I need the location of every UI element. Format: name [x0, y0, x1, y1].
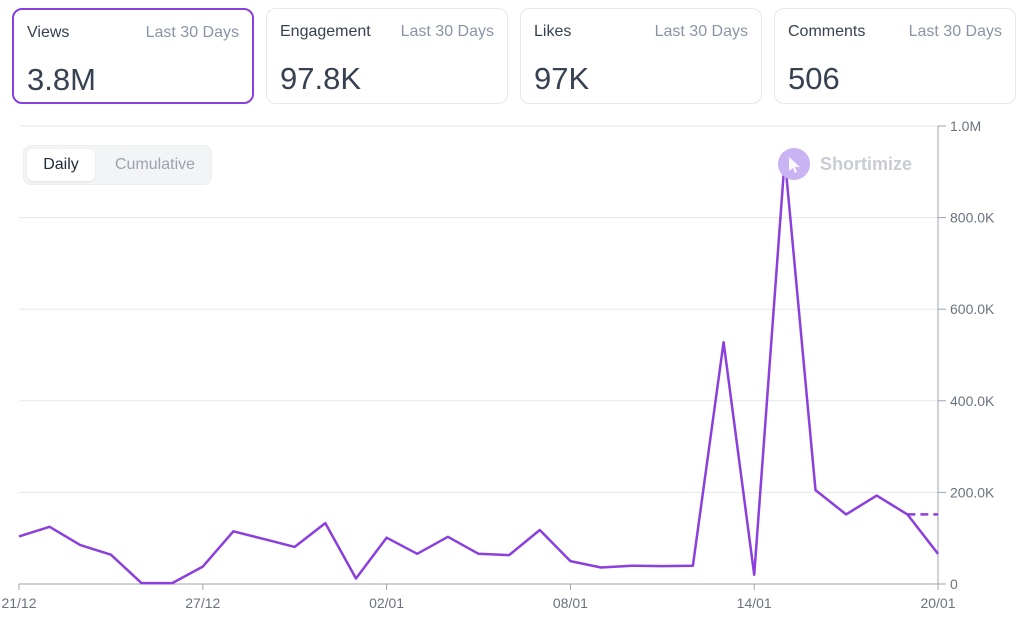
metric-period: Last 30 Days [908, 23, 1002, 40]
y-tick-label: 800.0K [950, 210, 995, 226]
y-tick-label: 200.0K [950, 484, 995, 500]
shortimize-logo-icon [778, 148, 810, 180]
x-tick-label: 21/12 [1, 595, 36, 611]
x-tick-label: 14/01 [737, 595, 772, 611]
metric-card-comments[interactable]: Comments Last 30 Days 506 [774, 8, 1016, 104]
chart-mode-toggle: Daily Cumulative [23, 145, 212, 185]
metric-value: 3.8M [27, 62, 96, 97]
y-tick-label: 600.0K [950, 301, 995, 317]
metric-period: Last 30 Days [654, 23, 748, 40]
metric-card-engagement[interactable]: Engagement Last 30 Days 97.8K [266, 8, 508, 104]
toggle-cumulative[interactable]: Cumulative [114, 156, 196, 173]
metric-value: 506 [788, 61, 840, 96]
x-tick-label: 08/01 [553, 595, 588, 611]
metric-period: Last 30 Days [400, 23, 494, 40]
metric-label: Comments [788, 23, 866, 40]
y-tick-label: 0 [950, 576, 958, 592]
y-tick-label: 400.0K [950, 393, 995, 409]
metric-card-views[interactable]: Views Last 30 Days 3.8M [12, 8, 254, 104]
x-tick-label: 20/01 [920, 595, 955, 611]
metric-value: 97.8K [280, 61, 362, 96]
metric-period: Last 30 Days [145, 24, 239, 41]
brand-name: Shortimize [820, 154, 913, 174]
metric-label: Views [27, 24, 70, 41]
series-line-views [18, 156, 939, 585]
x-tick-label: 02/01 [369, 595, 404, 611]
x-tick-label: 27/12 [185, 595, 220, 611]
metric-value: 97K [534, 61, 590, 96]
metric-label: Likes [534, 23, 572, 40]
toggle-daily[interactable]: Daily [27, 149, 95, 181]
y-tick-label: 1.0M [950, 118, 981, 134]
metric-label: Engagement [280, 23, 371, 40]
metric-card-likes[interactable]: Likes Last 30 Days 97K [520, 8, 762, 104]
